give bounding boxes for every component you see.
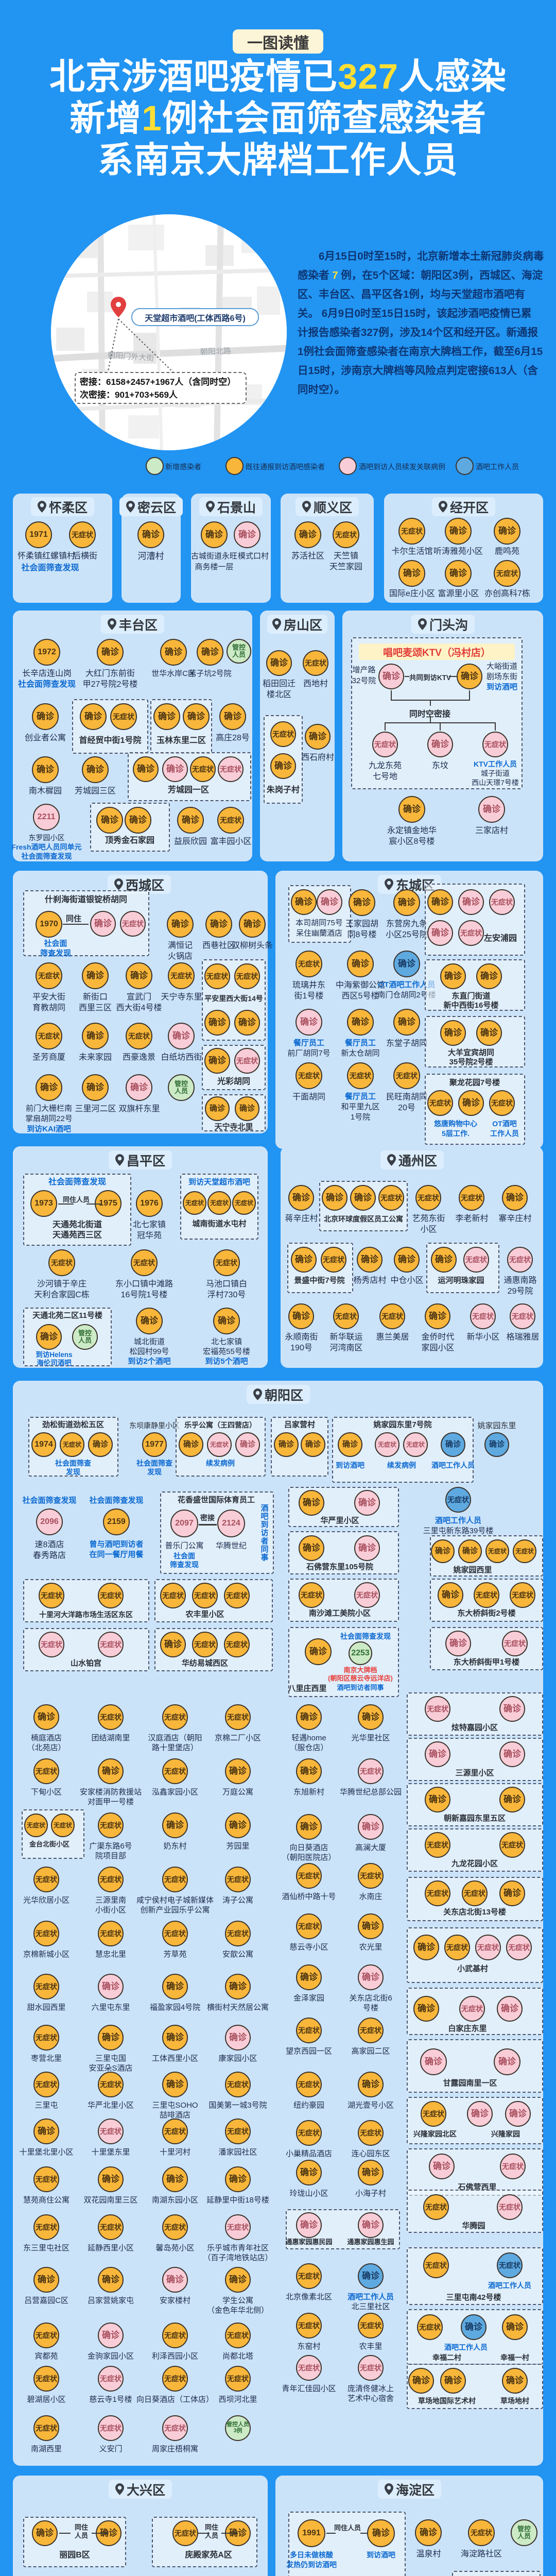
svg-text:朝阳北路: 朝阳北路: [200, 347, 232, 357]
svg-text:朝阳门外大街: 朝阳门外大街: [108, 351, 154, 363]
